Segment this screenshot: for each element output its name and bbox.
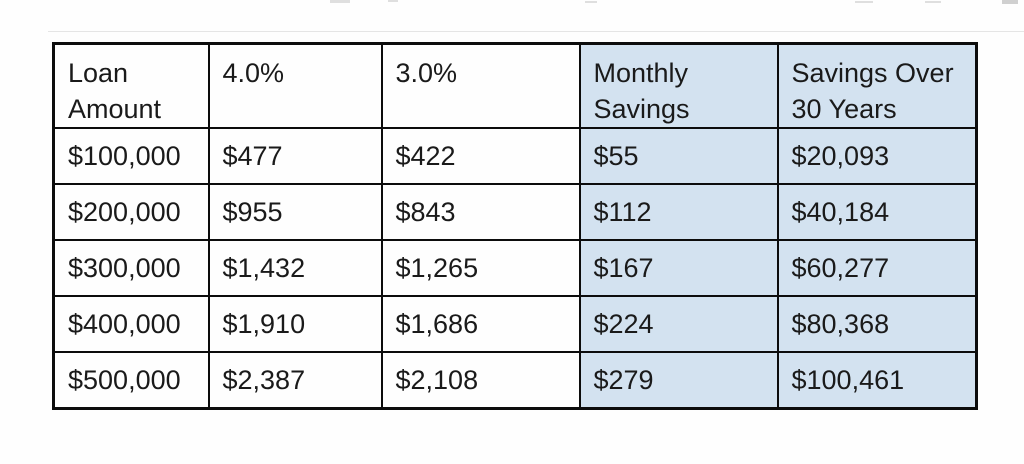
cell-loan-amount: $500,000 (52, 351, 210, 410)
refinance-savings-table: Loan Amount 4.0% 3.0% Monthly Savings Sa… (52, 42, 978, 411)
cell-savings-30-years: $40,184 (776, 183, 978, 242)
cell-savings-30-years: $100,461 (776, 351, 978, 410)
cell-monthly-savings: $55 (578, 127, 779, 186)
table-row: $100,000 $477 $422 $55 $20,093 (52, 127, 978, 186)
cell-savings-30-years: $80,368 (776, 295, 978, 354)
cell-loan-amount: $200,000 (52, 183, 210, 242)
column-header-loan-amount: Loan Amount (52, 42, 210, 130)
column-header-rate-3-0: 3.0% (380, 42, 581, 130)
column-header-savings-over-30-years: Savings Over 30 Years (776, 42, 978, 130)
cell-monthly-savings: $167 (578, 239, 779, 298)
cell-payment-3-0: $843 (380, 183, 581, 242)
header-row: Loan Amount 4.0% 3.0% Monthly Savings Sa… (52, 42, 978, 130)
cell-payment-4-0: $1,432 (207, 239, 383, 298)
table-row: $200,000 $955 $843 $112 $40,184 (52, 183, 978, 242)
cell-monthly-savings: $279 (578, 351, 779, 410)
table-row: $300,000 $1,432 $1,265 $167 $60,277 (52, 239, 978, 298)
column-header-monthly-savings: Monthly Savings (578, 42, 779, 130)
cell-savings-30-years: $20,093 (776, 127, 978, 186)
cell-payment-4-0: $2,387 (207, 351, 383, 410)
cell-savings-30-years: $60,277 (776, 239, 978, 298)
cell-monthly-savings: $112 (578, 183, 779, 242)
cell-loan-amount: $300,000 (52, 239, 210, 298)
cell-payment-3-0: $2,108 (380, 351, 581, 410)
cell-payment-4-0: $1,910 (207, 295, 383, 354)
cell-loan-amount: $400,000 (52, 295, 210, 354)
column-header-rate-4-0: 4.0% (207, 42, 383, 130)
cell-payment-3-0: $1,265 (380, 239, 581, 298)
cell-payment-4-0: $477 (207, 127, 383, 186)
cell-payment-3-0: $1,686 (380, 295, 581, 354)
cell-monthly-savings: $224 (578, 295, 779, 354)
cell-payment-4-0: $955 (207, 183, 383, 242)
cell-payment-3-0: $422 (380, 127, 581, 186)
cell-loan-amount: $100,000 (52, 127, 210, 186)
table-row: $500,000 $2,387 $2,108 $279 $100,461 (52, 351, 978, 410)
table-row: $400,000 $1,910 $1,686 $224 $80,368 (52, 295, 978, 354)
cropped-rule-artifact (48, 31, 1024, 32)
